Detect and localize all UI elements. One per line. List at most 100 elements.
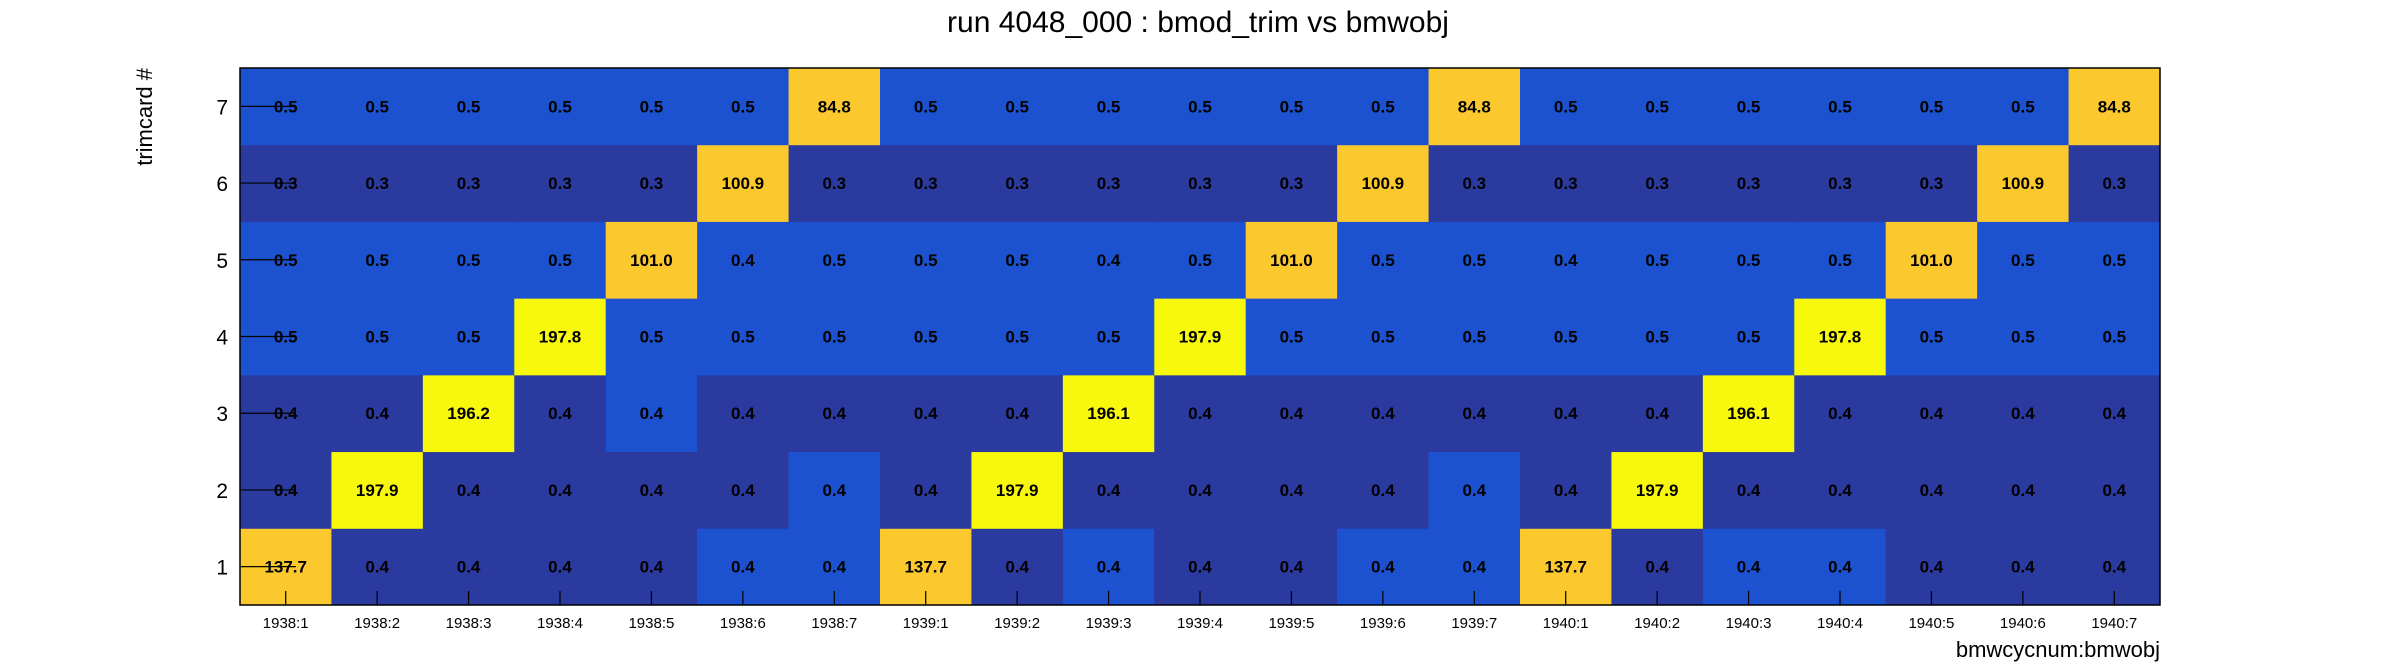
cell-value-label: 0.4 [1462,404,1486,423]
cell-value-label: 0.4 [1097,481,1121,500]
heatmap-cell [788,374,881,453]
cell-value-label: 0.4 [1828,404,1852,423]
heatmap-cell [1611,68,1704,146]
cell-value-label: 0.3 [1554,174,1578,193]
cell-value-label: 100.9 [722,174,765,193]
cell-value-label: 0.5 [2102,251,2126,270]
heatmap-cell [1702,374,1795,453]
x-tick-label: 1939:6 [1360,615,1406,632]
heatmap-cell [697,221,790,299]
cell-value-label: 0.4 [457,481,481,500]
heatmap-cell [605,451,698,529]
heatmap-cell [1977,451,2070,529]
heatmap-cell [971,144,1064,222]
heatmap-cell [605,374,698,453]
heatmap-cell [697,68,790,146]
cell-value-label: 0.5 [1920,328,1944,347]
heatmap-cell [1885,144,1978,222]
cell-value-label: 137.7 [1544,558,1587,577]
heatmap-cell [1885,374,1978,453]
cell-value-label: 0.5 [1097,328,1121,347]
cell-value-label: 0.4 [1554,404,1578,423]
cell-value-label: 0.4 [1554,251,1578,270]
heatmap-cell [1520,221,1612,299]
cell-value-label: 0.3 [1188,174,1212,193]
x-tick-label: 1938:4 [537,615,583,632]
cell-value-label: 0.3 [1737,174,1761,193]
cell-value-label: 0.4 [1097,558,1121,577]
heatmap-cell [1428,451,1521,529]
x-tick-label: 1939:4 [1177,615,1223,632]
cell-value-label: 0.3 [1097,174,1121,193]
heatmap-cell [1154,68,1247,146]
heatmap-cell [1245,144,1338,222]
heatmap-cell [1520,374,1612,453]
cell-value-label: 137.7 [904,558,947,577]
cell-value-label: 0.4 [1188,558,1212,577]
heatmap-cell [788,221,881,299]
cell-value-label: 0.5 [1737,97,1761,116]
cell-value-label: 0.4 [1371,558,1395,577]
cell-value-label: 0.4 [1005,558,1029,577]
heatmap-cell [697,144,790,222]
cell-value-label: 0.5 [1188,251,1212,270]
cell-value-label: 0.4 [1920,558,1944,577]
heatmap-cell [1154,221,1247,299]
heatmap-cell [1794,298,1887,376]
y-tick-label: 2 [216,480,228,503]
heatmap-cell [1977,298,2070,376]
heatmap-cell [880,298,972,376]
cell-value-label: 0.5 [731,97,755,116]
x-tick-label: 1940:6 [2000,615,2046,632]
cell-value-label: 0.5 [1005,328,1029,347]
x-tick-label: 1940:3 [1726,615,1772,632]
y-tick-label: 6 [216,173,228,196]
cell-value-label: 0.4 [2102,481,2126,500]
x-tick-label: 1939:2 [994,615,1040,632]
heatmap-cell [1428,374,1521,453]
heatmap-cell [971,68,1064,146]
heatmap-cell [331,451,424,529]
cell-value-label: 0.5 [1097,97,1121,116]
y-tick-label: 3 [216,403,228,426]
heatmap-cell [1702,451,1795,529]
heatmap-cell [971,221,1064,299]
cell-value-label: 0.5 [914,97,938,116]
heatmap-cell [880,451,972,529]
heatmap-cell [2068,221,2161,299]
cell-value-label: 0.5 [1188,97,1212,116]
heatmap-cell [514,298,607,376]
cell-value-label: 0.3 [457,174,481,193]
cell-value-label: 0.4 [640,404,664,423]
heatmap-cell [1062,451,1155,529]
heatmap-cell [1428,221,1521,299]
cell-value-label: 0.4 [1828,481,1852,500]
cell-value-label: 0.4 [822,404,846,423]
x-tick-label: 1938:5 [628,615,674,632]
heatmap-cell [514,374,607,453]
cell-value-label: 0.4 [731,251,755,270]
cell-value-label: 0.3 [1645,174,1669,193]
heatmap-cell [1611,374,1704,453]
x-tick-label: 1940:4 [1817,615,1863,632]
heatmap-cell [2068,298,2161,376]
heatmap-cell [1885,68,1978,146]
cell-value-label: 0.5 [457,97,481,116]
heatmap-cell [422,144,515,222]
cell-value-label: 0.5 [914,328,938,347]
cell-value-label: 0.5 [640,97,664,116]
heatmap-cell [1428,298,1521,376]
cell-value-label: 100.9 [2002,174,2045,193]
cell-value-label: 0.3 [365,174,389,193]
heatmap-cell [331,221,424,299]
heatmap-cell [880,68,972,146]
cell-value-label: 197.9 [356,481,399,500]
heatmap-cell [1794,374,1887,453]
y-tick-label: 1 [216,557,228,580]
x-tick-label: 1940:2 [1634,615,1680,632]
heatmap-cell [422,451,515,529]
cell-value-label: 0.5 [2011,97,2035,116]
x-tick-label: 1939:7 [1451,615,1497,632]
cell-value-label: 0.4 [1645,558,1669,577]
cell-value-label: 0.5 [822,251,846,270]
